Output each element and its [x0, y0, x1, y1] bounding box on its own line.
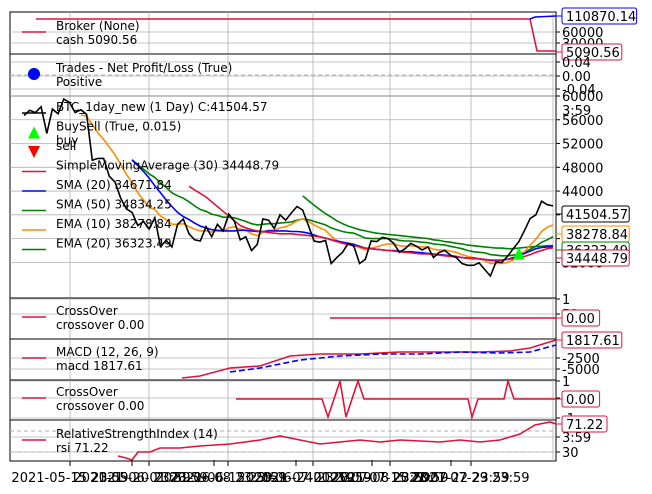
legend-item: SMA (50) 34834.25 [22, 198, 172, 212]
series-sma30 [188, 185, 554, 261]
legend-sublabel: rsi 71.22 [56, 441, 109, 455]
legend-label: SMA (50) 34834.25 [56, 198, 172, 212]
legend-sublabel: crossover 0.00 [56, 318, 144, 332]
legend-label: BuySell (True, 0.015) [56, 120, 181, 134]
y-tick-label: -5000 [562, 363, 600, 378]
y-tick-label: 0.00 [562, 70, 591, 85]
x-tick-label: 2021-05-15 23:59 [11, 471, 128, 486]
y-tick-label: 52000 [562, 138, 603, 153]
rsi-line [117, 421, 557, 461]
legend-item: EMA (10) 38278.84 [22, 217, 172, 231]
y-tick-label: 60000 [562, 26, 603, 41]
legend-item: EMA (20) 36323.49 [22, 237, 172, 251]
legend-label: Trades - Net Profit/Loss (True) [55, 61, 232, 75]
legend-label: Broker (None) [56, 19, 140, 33]
legend-label: CrossOver [56, 304, 118, 318]
legend-sublabel: Positive [56, 75, 102, 89]
stray-tick-label: 3:59 [562, 104, 591, 119]
legend-label: EMA (10) 38278.84 [56, 217, 172, 231]
legend-label: CrossOver [56, 385, 118, 399]
legend-sublabel: buy [56, 134, 78, 148]
panel-trades: 0.040.00-0.04 Trades - Net Profit/Loss (T… [9, 53, 596, 98]
tag-close: 41504.57 [566, 208, 628, 223]
x-tick-label: 2021-06-15 23:59 [169, 471, 286, 486]
crossover1-tag: 0.00 [566, 312, 595, 327]
legend-label: sell [56, 139, 76, 153]
legend-sublabel: cash 5090.56 [56, 33, 137, 47]
macd-line [181, 339, 557, 379]
y-tick-label: 56000 [562, 114, 603, 129]
series-sma20 [131, 159, 554, 262]
tag-sma30: 34448.79 [566, 252, 628, 267]
y-tick-label: -0.04 [562, 83, 596, 98]
broker-value-line [529, 15, 557, 20]
legend-item: Broker (None)cash 5090.56 [22, 19, 140, 47]
macd-tag: 1817.61 [566, 334, 620, 349]
panel-price: 6000056000520004800044000400003600032000… [9, 90, 630, 299]
crossover2-line [236, 378, 556, 420]
x-tick-label: 2021-07-29 23:59 [412, 471, 529, 486]
broker-cash-tag: 5090.56 [566, 46, 620, 61]
y-tick-label: 60000 [562, 90, 603, 105]
buy-marker [512, 247, 525, 260]
y-tick-label: 3:59 [562, 431, 591, 446]
legend-label: RelativeStrengthIndex (14) [56, 427, 218, 441]
legend-item: SMA (20) 34671.84 [22, 178, 172, 192]
x-tick-label: 2021-07-01 23:59 [254, 471, 371, 486]
series-close [23, 97, 554, 278]
panel-broker: 6000030000Broker (None)cash 5090.5611087… [9, 7, 638, 61]
rsi-tag: 71.22 [566, 418, 603, 433]
series-ema20 [131, 159, 554, 257]
y-tick-label: 44000 [562, 185, 603, 200]
y-tick-label: 0.04 [562, 56, 591, 71]
legend-label: BTC_1day_new (1 Day) C:41504.57 [56, 100, 268, 114]
broker-value-tag: 110870.14 [566, 10, 636, 25]
x-tick-label: 2021-06-01 23:59 [90, 471, 207, 486]
y-tick-label: -2500 [562, 352, 600, 367]
legend-swatch [28, 146, 40, 158]
legend-label: SMA (20) 34671.84 [56, 178, 172, 192]
panel-crossover1: 159CrossOvercrossover 0.000.00 [9, 293, 601, 340]
legend-item: MACD (12, 26, 9)macd 1817.61 [22, 345, 159, 373]
x-tick-label-overlap: 2021-05-20 23:59 [73, 471, 190, 486]
legend-item: Trades - Net Profit/Loss (True)Positive [28, 61, 232, 89]
x-tick-label-overlap: 2021-07-08 23:59 [313, 471, 430, 486]
y-tick-label: 30 [562, 446, 579, 461]
legend-sublabel: crossover 0.00 [56, 399, 144, 413]
y-tick-label: 1 [562, 293, 570, 308]
legend-item: sell [28, 139, 76, 158]
legend-item: RelativeStrengthIndex (14)rsi 71.22 [22, 427, 218, 455]
y-tick-label: 1 [562, 375, 570, 390]
legend-sublabel: macd 1817.61 [56, 359, 143, 373]
panel-macd: -2500-5000 MACD (12, 26, 9)macd 1817.61 18… [9, 331, 623, 381]
legend-label: MACD (12, 26, 9) [56, 345, 159, 359]
panel-rsi: 303:59 RelativeStrengthIndex (14)rsi 71.2… [9, 415, 608, 462]
legend-item: SimpleMovingAverage (30) 34448.79 [22, 159, 279, 173]
legend-swatch [28, 126, 40, 139]
legend-swatch [28, 68, 40, 80]
legend-item: BTC_1day_new (1 Day) C:41504.57 [22, 100, 268, 114]
series-sma50 [302, 195, 554, 250]
broker-cash-line [36, 18, 556, 52]
crossover2-tag: 0.00 [566, 393, 595, 408]
legend-label: SimpleMovingAverage (30) 34448.79 [56, 159, 279, 173]
legend-label: EMA (20) 36323.49 [56, 237, 172, 251]
x-tick-label-overlap: 2021-07-22 23:59 [392, 471, 509, 486]
y-tick-label: 48000 [562, 161, 603, 176]
x-tick-label-overlap: 2021-06-08 23:59 [155, 471, 272, 486]
x-tick-label-overlap: 2021-06-24 23:59 [237, 471, 354, 486]
macd-signal-line [229, 344, 557, 373]
panel-frame [9, 419, 557, 462]
x-tick-label: 2021-07-15 23:59 [331, 471, 448, 486]
legend-item: BuySell (True, 0.015)buy [28, 120, 181, 148]
tag-ema10: 38278.84 [566, 228, 628, 243]
